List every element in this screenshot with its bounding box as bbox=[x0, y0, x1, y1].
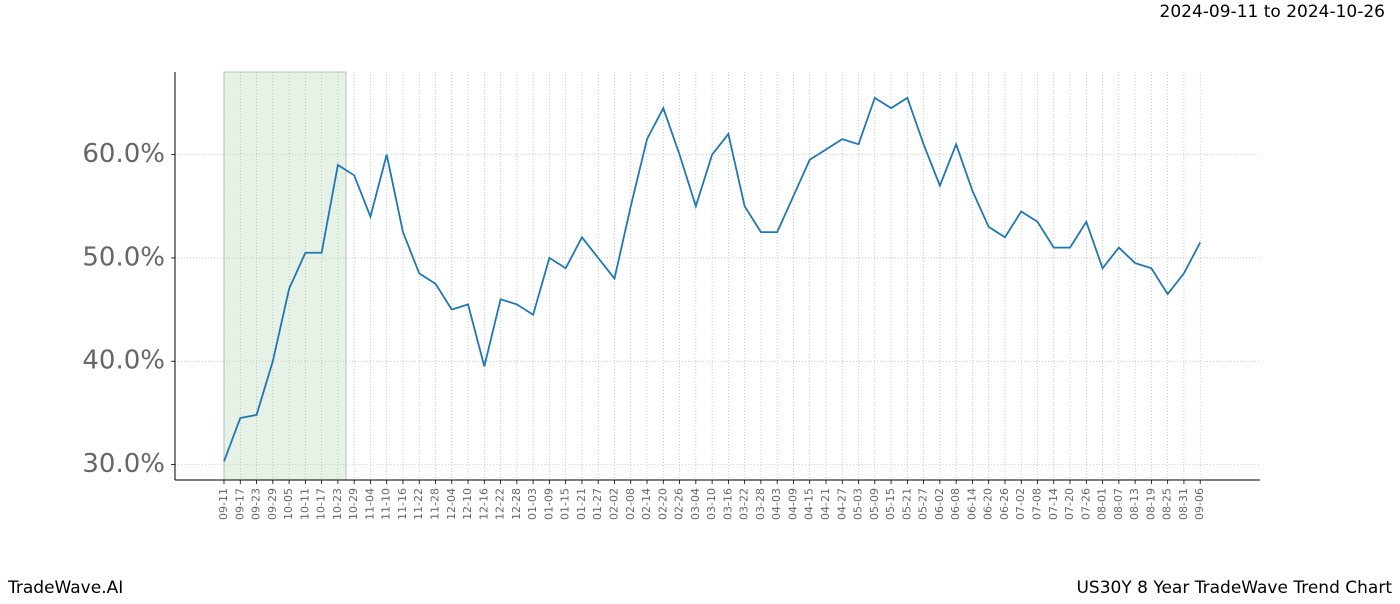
x-tick-label: 01-15 bbox=[559, 488, 572, 520]
x-tick-label: 04-03 bbox=[770, 488, 783, 520]
trend-line bbox=[223, 96, 1201, 462]
x-tick-label: 06-20 bbox=[982, 488, 995, 520]
x-tick-label: 04-27 bbox=[835, 488, 848, 520]
x-tick-label: 10-23 bbox=[331, 488, 344, 520]
y-tick-label: 40.0% bbox=[82, 346, 165, 376]
x-tick-label: 12-10 bbox=[461, 488, 474, 520]
x-tick-label: 11-04 bbox=[363, 488, 376, 520]
x-tick-label: 09-23 bbox=[250, 488, 263, 520]
x-tick-label: 11-10 bbox=[380, 488, 393, 520]
x-tick-label: 03-28 bbox=[754, 488, 767, 520]
x-tick-label: 06-08 bbox=[949, 488, 962, 520]
x-tick-label: 08-01 bbox=[1096, 488, 1109, 520]
x-tick-label: 03-10 bbox=[705, 488, 718, 520]
x-tick-label: 11-22 bbox=[412, 488, 425, 520]
x-tick-label: 07-20 bbox=[1063, 488, 1076, 520]
x-tick-label: 12-22 bbox=[494, 488, 507, 520]
brand: TradeWave.AI bbox=[7, 578, 123, 598]
x-tick-label: 06-26 bbox=[998, 488, 1011, 520]
x-tick-label: 05-09 bbox=[868, 488, 881, 520]
x-tick-label: 08-13 bbox=[1128, 488, 1141, 520]
x-tick-label: 09-17 bbox=[233, 488, 246, 520]
x-tick-label: 12-28 bbox=[510, 488, 523, 520]
x-tick-label: 07-26 bbox=[1079, 488, 1092, 520]
x-tick-label: 03-16 bbox=[721, 488, 734, 520]
x-tick-label: 03-22 bbox=[738, 488, 751, 520]
x-tick-label: 02-02 bbox=[607, 488, 620, 520]
x-tick-label: 01-03 bbox=[526, 488, 539, 520]
x-tick-label: 01-27 bbox=[591, 488, 604, 520]
x-tick-label: 07-14 bbox=[1047, 488, 1060, 520]
y-tick-label: 50.0% bbox=[82, 242, 165, 272]
x-tick-label: 05-27 bbox=[917, 488, 930, 520]
x-tick-label: 07-02 bbox=[1014, 488, 1027, 520]
x-tick-label: 08-31 bbox=[1177, 488, 1190, 520]
highlight-region bbox=[223, 71, 347, 481]
x-tick-label: 08-07 bbox=[1112, 488, 1125, 520]
y-tick-label: 60.0% bbox=[82, 139, 165, 169]
x-tick-label: 12-04 bbox=[445, 488, 458, 520]
x-tick-label: 12-16 bbox=[477, 488, 490, 520]
x-tick-label: 10-05 bbox=[282, 488, 295, 520]
x-tick-label: 10-29 bbox=[347, 488, 360, 520]
x-tick-label: 03-04 bbox=[689, 488, 702, 520]
x-tick-label: 09-11 bbox=[217, 488, 230, 520]
x-tick-label: 08-19 bbox=[1144, 488, 1157, 520]
x-tick-label: 01-09 bbox=[542, 488, 555, 520]
x-tick-label: 05-03 bbox=[852, 488, 865, 520]
x-tick-label: 06-02 bbox=[933, 488, 946, 520]
x-tick-label: 02-14 bbox=[640, 488, 653, 520]
x-tick-label: 06-14 bbox=[965, 488, 978, 520]
x-tick-label: 02-08 bbox=[624, 488, 637, 520]
x-tick-label: 10-17 bbox=[315, 488, 328, 520]
x-tick-label: 11-16 bbox=[396, 488, 409, 520]
date-range: 2024-09-11 to 2024-10-26 bbox=[1160, 2, 1385, 22]
x-tick-label: 02-20 bbox=[656, 488, 669, 520]
x-tick-label: 10-11 bbox=[298, 488, 311, 520]
x-tick-label: 01-21 bbox=[575, 488, 588, 520]
x-tick-label: 04-09 bbox=[786, 488, 799, 520]
x-tick-label: 05-21 bbox=[900, 488, 913, 520]
x-tick-label: 07-08 bbox=[1031, 488, 1044, 520]
x-tick-label: 09-06 bbox=[1193, 488, 1206, 520]
x-tick-label: 04-15 bbox=[803, 488, 816, 520]
x-tick-label: 08-25 bbox=[1161, 488, 1174, 520]
y-tick-label: 30.0% bbox=[82, 449, 165, 479]
x-tick-label: 04-21 bbox=[819, 488, 832, 520]
x-tick-label: 05-15 bbox=[884, 488, 897, 520]
chart-title: US30Y 8 Year TradeWave Trend Chart bbox=[1076, 578, 1392, 598]
x-tick-label: 09-29 bbox=[266, 488, 279, 520]
x-tick-label: 11-28 bbox=[429, 488, 442, 520]
x-tick-label: 02-26 bbox=[673, 488, 686, 520]
